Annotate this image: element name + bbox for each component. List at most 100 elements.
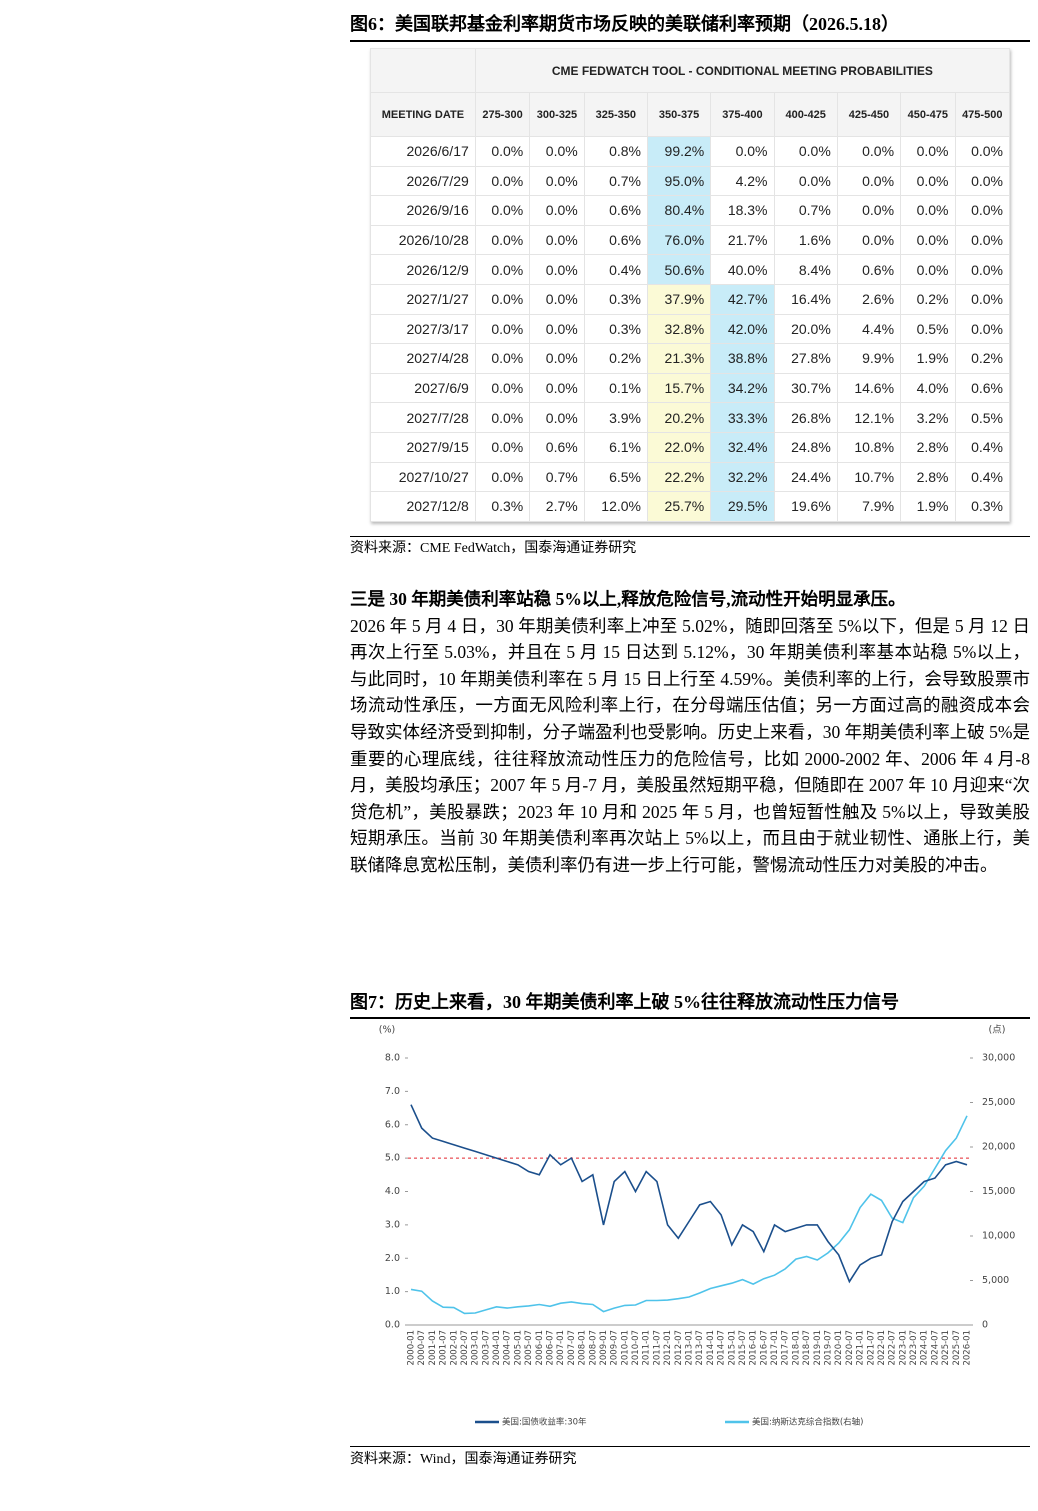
section: 三是 30 年期美债利率站稳 5%以上,释放危险信号,流动性开始明显承压。 20…: [350, 586, 1030, 879]
probability-cell: 1.9%: [900, 343, 956, 374]
probability-cell: 0.0%: [474, 254, 531, 285]
table-row: 2026/10/28 0.0% 0.0% 0.6% 76.0% 21.7% 1.6% 0.0%…: [370, 224, 1011, 256]
probability-cell: 0.1%: [583, 372, 648, 404]
meeting-date: 2027/9/15: [370, 431, 476, 463]
probability-cell: 0.0%: [474, 313, 531, 345]
column-header: 475-500: [954, 92, 1011, 137]
probability-cell: 40.0%: [710, 254, 775, 285]
probability-cell: 37.9%: [646, 283, 712, 315]
probability-cell: 0.3%: [954, 491, 1011, 522]
y2-tick-label: 30,000: [982, 1053, 1015, 1064]
x-tick-label: 2008-07: [588, 1330, 598, 1366]
probability-cell: 0.0%: [900, 136, 956, 167]
probability-cell: 0.0%: [836, 195, 902, 226]
probability-cell: 0.0%: [900, 254, 956, 285]
y-tick-label: 2.0: [385, 1253, 400, 1264]
probability-cell: 0.0%: [529, 195, 585, 226]
x-tick-label: 2009-07: [610, 1330, 620, 1366]
probability-cell: 0.7%: [583, 165, 648, 197]
probability-cell: 0.0%: [474, 136, 531, 167]
meeting-date: 2026/10/28: [370, 224, 476, 256]
x-tick-label: 2026-01: [963, 1330, 973, 1366]
title-rule: [350, 40, 1030, 42]
table-row: 2026/7/29 0.0% 0.0% 0.7% 95.0% 4.2% 0.0% 0.0% 0.…: [370, 165, 1011, 197]
x-tick-label: 2015-07: [738, 1330, 748, 1366]
x-tick-label: 2006-01: [535, 1330, 545, 1366]
probability-cell: 15.7%: [646, 372, 712, 404]
figure-title: 图7：历史上来看，30 年期美债利率上破 5%往往释放流动性压力信号: [350, 992, 899, 1012]
y-tick-label: 4.0: [385, 1186, 400, 1197]
probability-cell: 21.3%: [646, 343, 712, 374]
probability-cell: 38.8%: [710, 343, 775, 374]
x-tick-label: 2022-07: [888, 1330, 898, 1366]
series-line: [410, 1115, 968, 1315]
probability-cell: 0.0%: [836, 224, 902, 256]
probability-cell: 0.0%: [474, 165, 531, 197]
probability-cell: 0.0%: [529, 283, 585, 315]
probability-cell: 0.3%: [583, 313, 648, 345]
probability-cell: 6.5%: [583, 461, 648, 493]
probability-cell: 4.0%: [900, 372, 956, 404]
probability-cell: 0.0%: [529, 372, 585, 404]
meeting-date: 2027/1/27: [370, 283, 476, 315]
meeting-date: 2027/4/28: [370, 343, 476, 374]
probability-cell: 42.7%: [710, 283, 775, 315]
table-title-row: CME FEDWATCH TOOL - CONDITIONAL MEETING …: [370, 48, 1011, 93]
probability-cell: 3.2%: [900, 402, 956, 433]
column-header: 425-450: [836, 92, 902, 137]
probability-cell: 0.0%: [900, 165, 956, 197]
table-row: 2027/1/27 0.0% 0.0% 0.3% 37.9% 42.7% 16.4% 2.6%…: [370, 283, 1011, 315]
probability-cell: 0.0%: [954, 313, 1011, 345]
y2-tick-label: 25,000: [982, 1097, 1015, 1108]
probability-cell: 19.6%: [773, 491, 838, 522]
probability-cell: 24.4%: [773, 461, 838, 493]
probability-cell: 4.4%: [836, 313, 902, 345]
series-line: [410, 1104, 968, 1284]
probability-cell: 0.7%: [773, 195, 838, 226]
probability-cell: 0.0%: [474, 195, 531, 226]
x-tick-label: 2013-01: [685, 1330, 695, 1366]
x-tick-label: 2011-07: [652, 1330, 662, 1366]
probability-cell: 0.5%: [900, 313, 956, 345]
probability-cell: 0.3%: [474, 491, 531, 522]
probability-cell: 32.4%: [710, 431, 775, 463]
x-tick-label: 2013-07: [695, 1330, 705, 1366]
x-tick-label: 2021-07: [866, 1330, 876, 1366]
probability-cell: 24.8%: [773, 431, 838, 463]
meeting-date: 2026/6/17: [370, 136, 476, 167]
probability-cell: 0.0%: [954, 165, 1011, 197]
probability-cell: 3.9%: [583, 402, 648, 433]
y2-tick-label: 15,000: [982, 1186, 1015, 1197]
probability-table: CME FEDWATCH TOOL - CONDITIONAL MEETING …: [370, 48, 1011, 522]
probability-cell: 0.0%: [474, 402, 531, 433]
x-tick-label: 2008-01: [578, 1330, 588, 1366]
probability-cell: 1.6%: [773, 224, 838, 256]
y2-tick-label: 10,000: [982, 1231, 1015, 1242]
probability-cell: 0.0%: [474, 461, 531, 493]
title-rule: [350, 1017, 1030, 1019]
x-tick-label: 2005-01: [513, 1330, 523, 1366]
table-row: 2026/6/17 0.0% 0.0% 0.8% 99.2% 0.0% 0.0% 0.0% 0.…: [370, 136, 1011, 167]
y2-tick-label: 20,000: [982, 1142, 1015, 1153]
probability-cell: 34.2%: [710, 372, 775, 404]
meeting-date: 2027/7/28: [370, 402, 476, 433]
x-tick-label: 2020-01: [834, 1330, 844, 1366]
probability-cell: 25.7%: [646, 491, 712, 522]
x-tick-label: 2003-01: [471, 1330, 481, 1366]
probability-cell: 95.0%: [646, 165, 712, 197]
meeting-date: 2026/7/29: [370, 165, 476, 197]
x-tick-label: 2006-07: [546, 1330, 556, 1366]
probability-cell: 50.6%: [646, 254, 712, 285]
x-tick-label: 2001-07: [439, 1330, 449, 1366]
y-tick-label: 5.0: [385, 1153, 400, 1164]
meeting-date: 2027/12/8: [370, 491, 476, 522]
x-tick-label: 2017-07: [781, 1330, 791, 1366]
chart: (%) (点) 0.0 1.0 2.0 3.0 4.0 5.0 6.0 7.0 8.0 0 5,000 1…: [379, 1025, 1015, 1428]
x-tick-label: 2025-01: [941, 1330, 951, 1366]
probability-cell: 16.4%: [773, 283, 838, 315]
probability-cell: 2.8%: [900, 431, 956, 463]
probability-cell: 0.4%: [954, 431, 1011, 463]
probability-cell: 0.0%: [900, 195, 956, 226]
probability-cell: 22.2%: [646, 461, 712, 493]
meeting-date: 2027/3/17: [370, 313, 476, 345]
